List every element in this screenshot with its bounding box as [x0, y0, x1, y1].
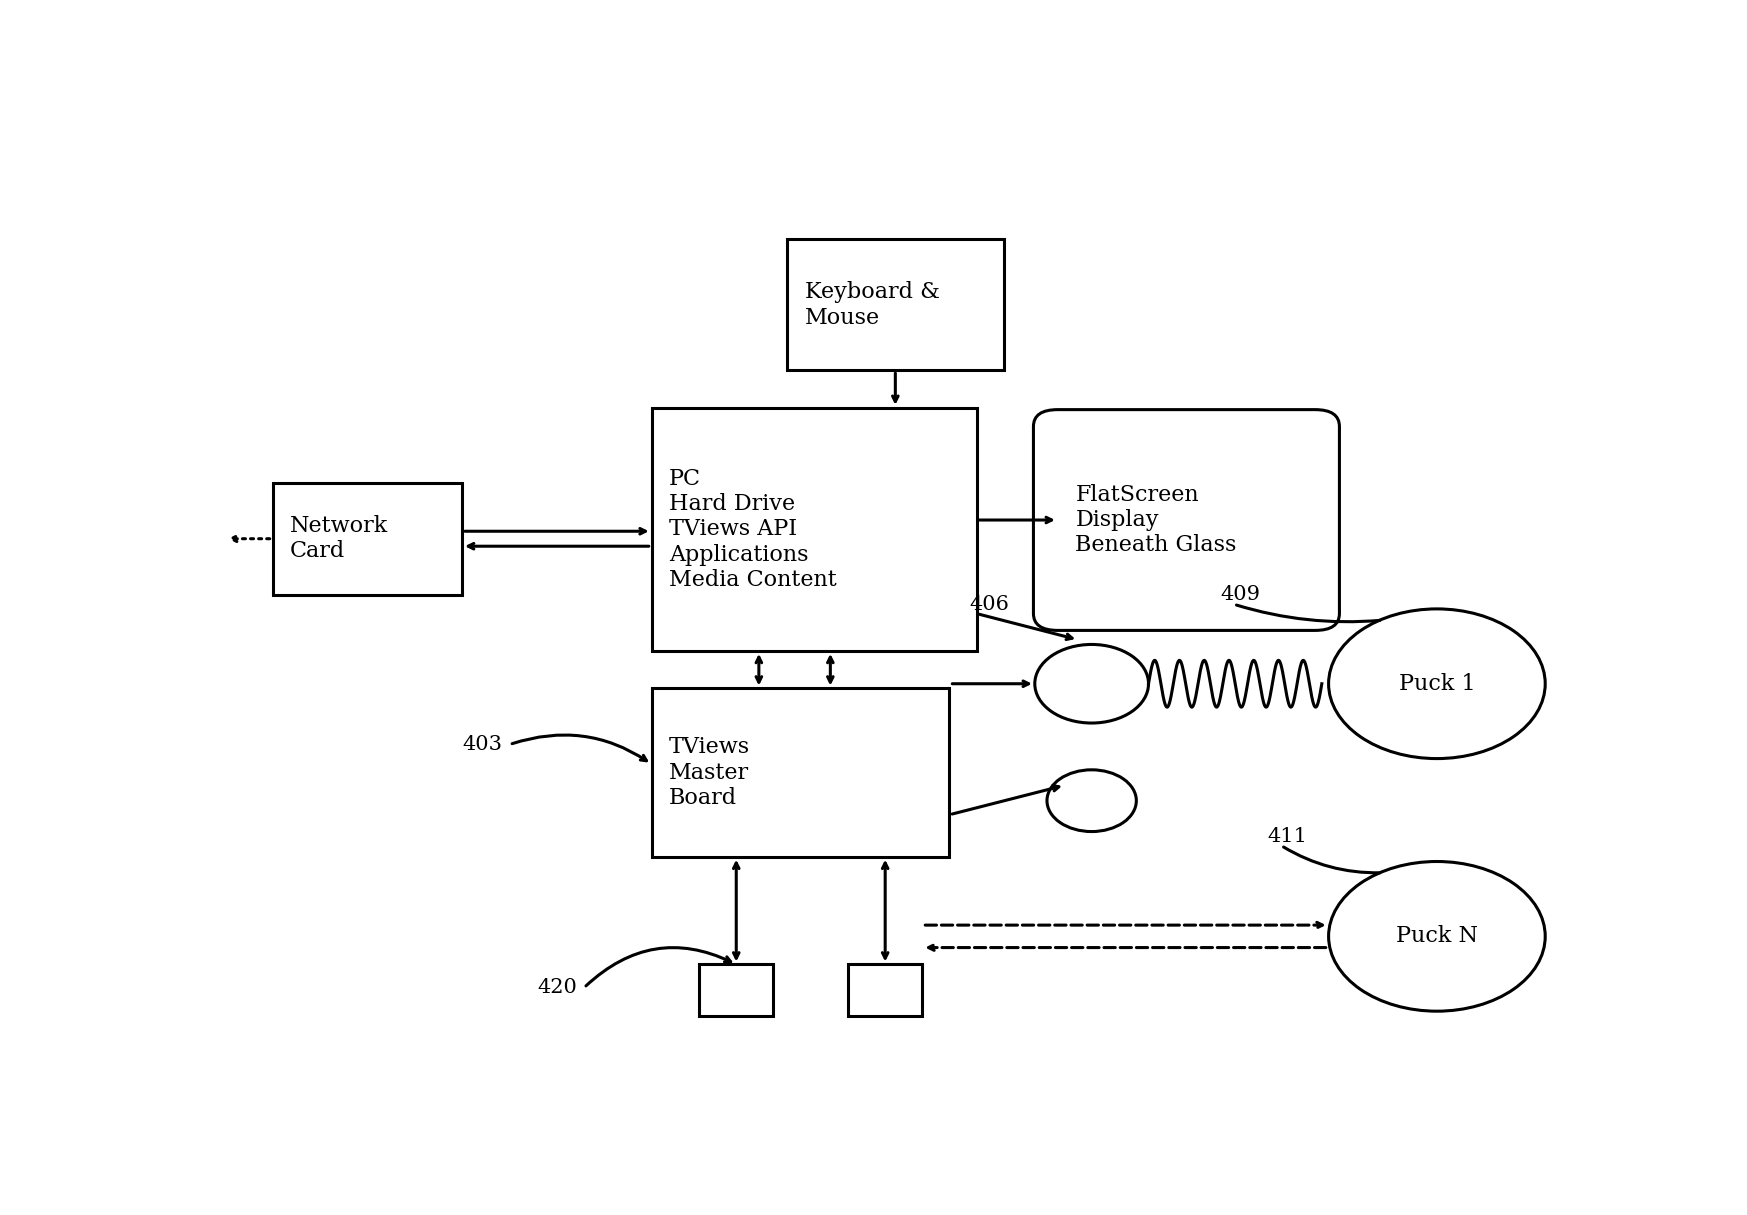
Bar	[652, 689, 950, 857]
FancyBboxPatch shape	[1034, 409, 1340, 631]
Bar	[652, 408, 977, 651]
Text: PC
Hard Drive
TViews API
Applications
Media Content: PC Hard Drive TViews API Applications Me…	[669, 468, 837, 592]
Text: Puck N: Puck N	[1396, 926, 1478, 948]
Text: 406: 406	[970, 594, 1010, 614]
Text: TViews
Master
Board: TViews Master Board	[669, 736, 751, 809]
Text: FlatScreen
Display
Beneath Glass: FlatScreen Display Beneath Glass	[1076, 484, 1237, 556]
Text: Network
Card: Network Card	[290, 515, 388, 563]
Text: 403: 403	[463, 735, 503, 755]
Circle shape	[1034, 644, 1148, 723]
Bar	[847, 965, 922, 1016]
Bar	[699, 965, 774, 1016]
Circle shape	[1328, 861, 1544, 1011]
Bar	[786, 239, 1003, 371]
Circle shape	[1046, 770, 1136, 831]
Circle shape	[1328, 609, 1544, 758]
Bar	[273, 482, 461, 595]
Text: Keyboard &
Mouse: Keyboard & Mouse	[805, 281, 940, 328]
Text: 411: 411	[1268, 826, 1309, 846]
Text: Puck 1: Puck 1	[1399, 673, 1474, 695]
Text: 409: 409	[1219, 586, 1260, 604]
Text: 420: 420	[538, 978, 577, 998]
